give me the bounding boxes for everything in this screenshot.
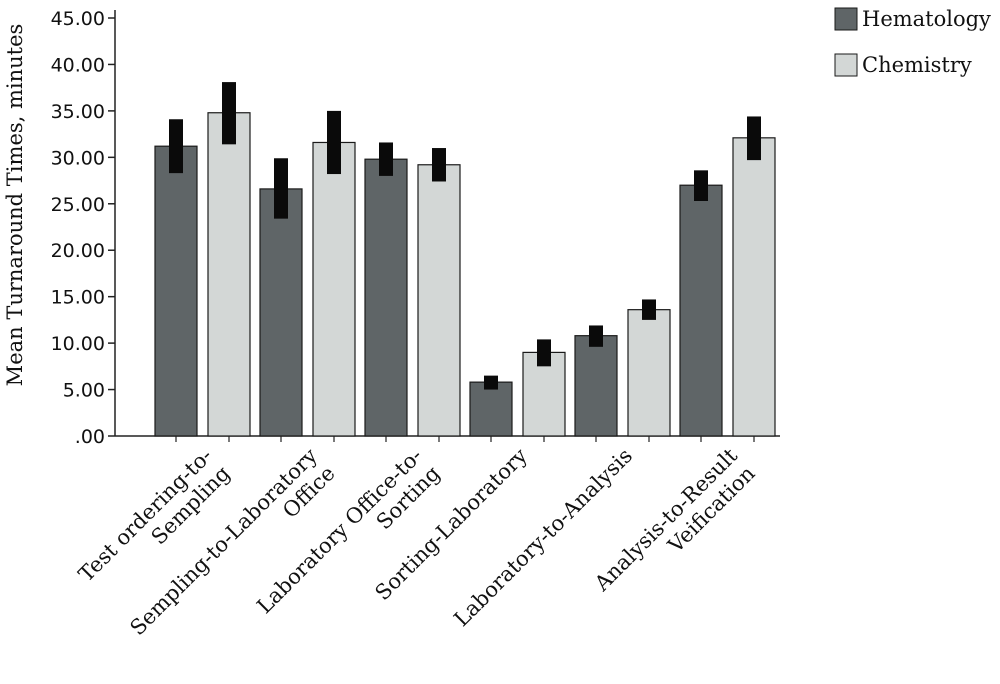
y-tick-label: 25.00: [51, 194, 105, 216]
bar-hematology: [679, 184, 723, 437]
y-tick-label: 30.00: [51, 147, 105, 169]
error-bar-hematology: [589, 325, 603, 347]
y-tick-label: .00: [75, 426, 105, 448]
bar-chemistry: [732, 137, 776, 437]
bar-chemistry: [627, 309, 671, 437]
y-tick-label: 10.00: [51, 333, 105, 355]
legend-label-hematology: Hematology: [862, 7, 991, 31]
x-tick-label-group: Laboratory-to-Analysis: [449, 444, 637, 632]
plot-area: .00 5.00 10.00 15.00 20.00 25.00 30.00 35.00 40.…: [51, 8, 780, 640]
bar-chemistry: [312, 141, 356, 437]
bar-hematology: [469, 381, 513, 437]
bar-hematology: [364, 158, 408, 437]
error-bar-hematology: [169, 119, 183, 174]
y-tick-label: 5.00: [63, 380, 105, 402]
y-tick-label: 20.00: [51, 240, 105, 262]
bar-hematology: [259, 188, 303, 437]
error-bar-chemistry: [747, 116, 761, 161]
error-bar-chemistry: [222, 82, 236, 145]
y-tick-label: 15.00: [51, 287, 105, 309]
error-bar-chemistry: [642, 299, 656, 320]
error-bar-hematology: [274, 158, 288, 219]
y-axis-title: Mean Turnaround Times, minutes: [3, 24, 27, 387]
bar-chemistry: [417, 164, 461, 437]
error-bar-chemistry: [537, 339, 551, 367]
error-bar-hematology: [379, 142, 393, 176]
bar-chemistry: [207, 112, 251, 437]
legend: Hematology Chemistry: [834, 7, 991, 77]
error-bar-chemistry: [432, 148, 446, 182]
legend-swatch-chemistry: [834, 53, 858, 77]
bar-hematology: [154, 145, 198, 437]
legend-swatch-hematology: [834, 7, 858, 31]
error-bar-hematology: [484, 375, 498, 390]
y-tick-label: 45.00: [51, 8, 105, 30]
error-bar-hematology: [694, 170, 708, 201]
y-tick-label: 40.00: [51, 54, 105, 76]
bar-hematology: [574, 335, 618, 437]
x-tick-label-group: Test ordering-to-Sempling: [74, 444, 235, 587]
y-tick-label: 35.00: [51, 101, 105, 123]
error-bar-chemistry: [327, 110, 341, 175]
legend-label-chemistry: Chemistry: [862, 53, 972, 77]
x-tick-label: Laboratory-to-Analysis: [449, 444, 637, 632]
